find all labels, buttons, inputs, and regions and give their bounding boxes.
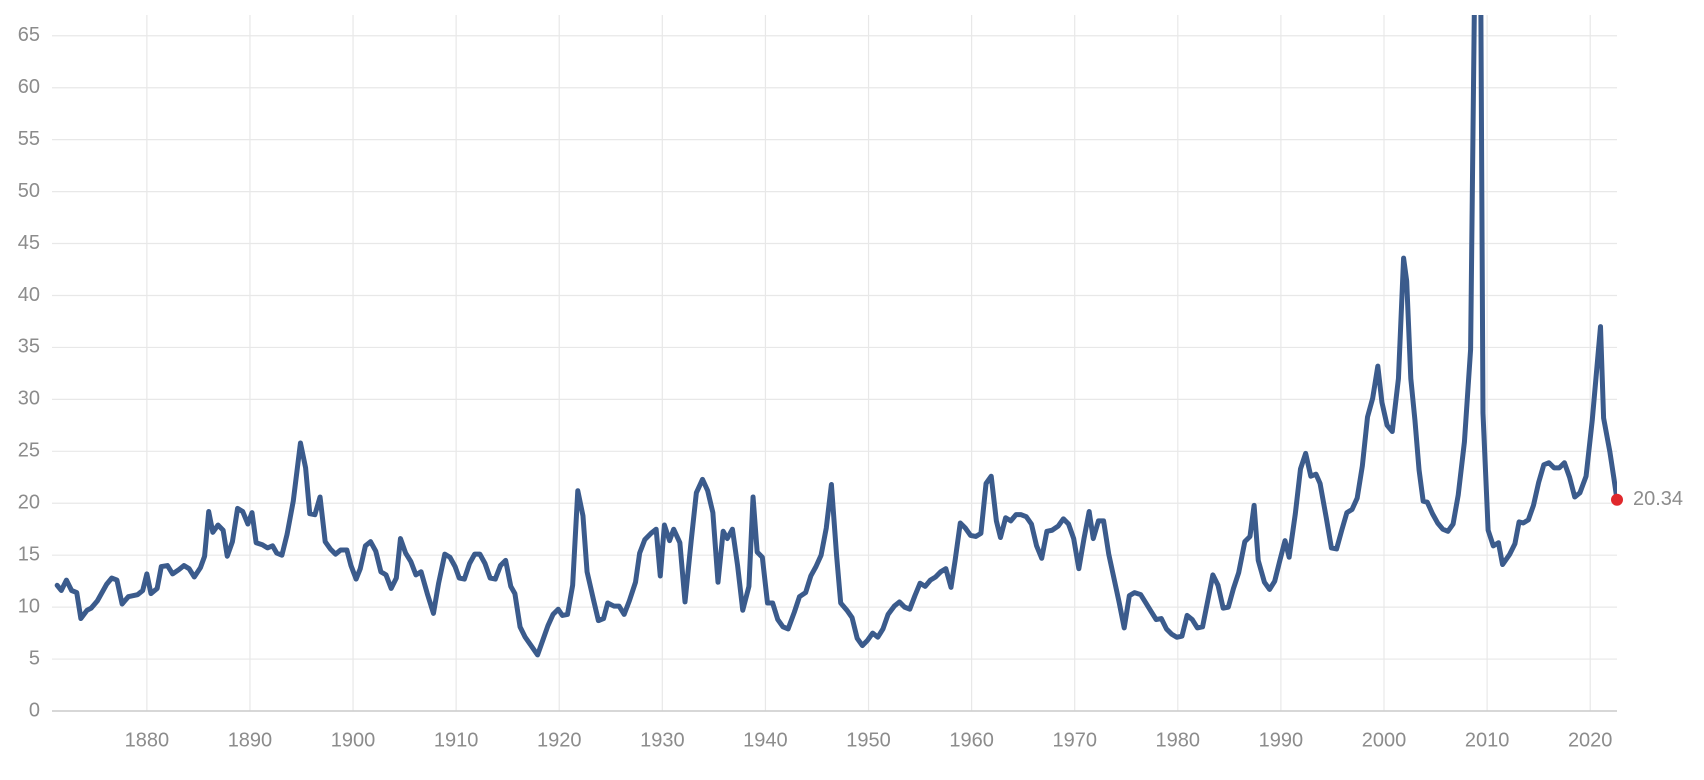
y-tick-label: 20 xyxy=(18,492,40,514)
x-tick-label: 1970 xyxy=(1052,729,1097,751)
y-tick-label: 60 xyxy=(18,76,40,98)
x-tick-label: 1910 xyxy=(434,729,479,751)
y-tick-label: 15 xyxy=(18,543,40,565)
y-tick-label: 10 xyxy=(18,595,40,617)
y-tick-label: 45 xyxy=(18,232,40,254)
x-tick-label: 1890 xyxy=(228,729,273,751)
x-tick-label: 1880 xyxy=(125,729,170,751)
x-tick-label: 2020 xyxy=(1568,729,1613,751)
y-tick-label: 65 xyxy=(18,24,40,46)
x-tick-label: 2010 xyxy=(1465,729,1510,751)
x-tick-label: 1960 xyxy=(949,729,994,751)
y-tick-label: 25 xyxy=(18,440,40,462)
labels: 0 5 10 15 20 25 30 35 40 45 50 55 60 65 1880 1890 1900 19… xyxy=(18,24,1613,751)
y-tick-label: 50 xyxy=(18,180,40,202)
x-tick-label: 2000 xyxy=(1362,729,1407,751)
x-tick-label: 1930 xyxy=(640,729,685,751)
x-tick-label: 1980 xyxy=(1156,729,1201,751)
y-tick-label: 0 xyxy=(29,699,40,721)
last-point xyxy=(1611,493,1623,506)
y-tick-label: 40 xyxy=(18,284,40,306)
y-tick-label: 30 xyxy=(18,388,40,410)
x-tick-label: 1920 xyxy=(537,729,582,751)
x-tick-label: 1990 xyxy=(1259,729,1304,751)
last-value-label: 20.34 xyxy=(1633,488,1683,510)
plot-area xyxy=(54,15,1617,658)
y-tick-label: 55 xyxy=(18,128,40,150)
x-tick-label: 1900 xyxy=(331,729,376,751)
grid xyxy=(52,15,1617,712)
data-line xyxy=(54,15,1617,658)
x-tick-label: 1940 xyxy=(743,729,788,751)
y-tick-label: 35 xyxy=(18,336,40,358)
y-tick-label: 5 xyxy=(29,647,40,669)
x-tick-label: 1950 xyxy=(846,729,891,751)
